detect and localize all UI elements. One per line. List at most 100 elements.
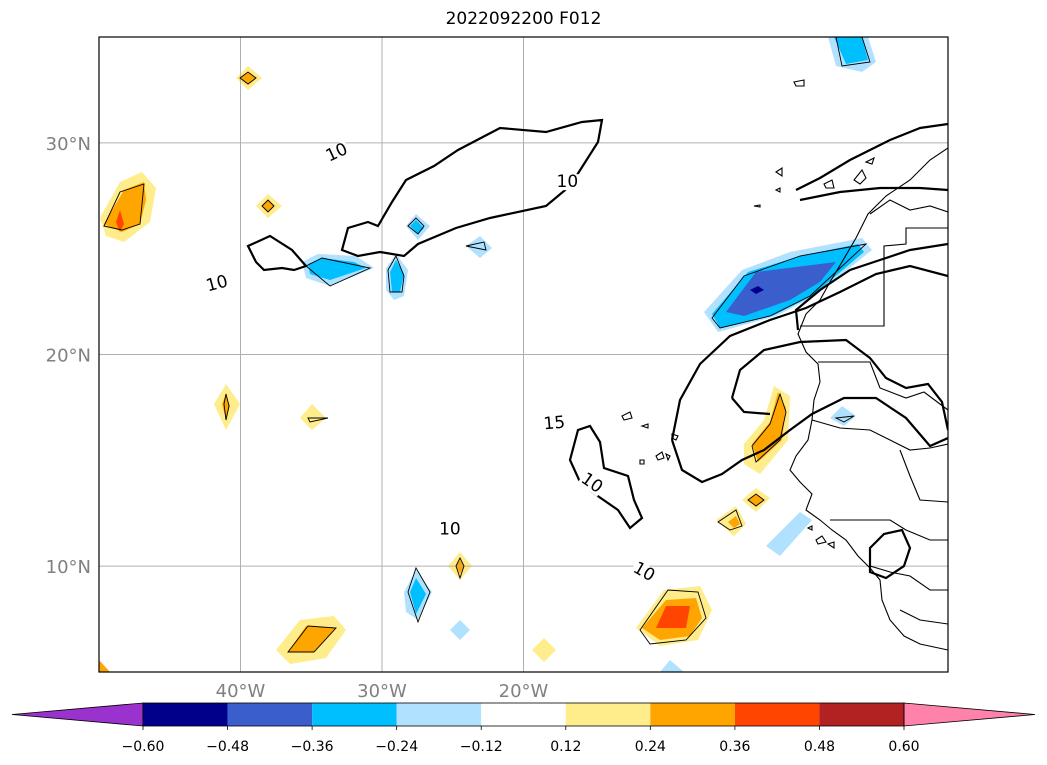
negative-blob-16w <box>830 406 856 426</box>
border-morocco <box>869 199 948 215</box>
colorbar-segment <box>396 703 482 726</box>
thick-contour-15-low <box>731 397 771 416</box>
colorbar-segment <box>565 703 651 726</box>
thick-contour-east <box>868 528 912 580</box>
contour-label: 15 <box>543 413 566 435</box>
negative-blob-35w-south-core <box>410 578 426 614</box>
canary-island-3 <box>853 168 867 185</box>
colorbar-tick-label: 0.36 <box>719 739 750 755</box>
contour-label: 10 <box>557 172 579 192</box>
colorbar-outline <box>142 702 905 727</box>
cape-verde-island-6 <box>665 452 671 462</box>
thin-contours <box>103 37 871 653</box>
colorbar-segment <box>819 703 904 726</box>
thick-contour-african-coast <box>670 264 948 441</box>
canary-island-4 <box>864 156 875 165</box>
border-liberia <box>899 609 948 625</box>
colorbar-tick-label: 0.60 <box>888 739 919 755</box>
negative-blob-32w <box>466 236 492 258</box>
thick-contour-10-coast <box>794 242 948 331</box>
cape-verde-island-1 <box>621 411 633 421</box>
positive-blob-40w <box>300 404 326 430</box>
thin-contour-18w-pos <box>751 392 787 463</box>
colorbar-extend-low <box>11 702 144 727</box>
colorbar-tick-label: −0.24 <box>375 739 418 755</box>
positive-blob-18w-core <box>752 392 786 462</box>
negative-blob-33w <box>450 620 470 640</box>
border-mali <box>899 449 948 503</box>
contour-label-background <box>555 174 580 191</box>
colorbar-segment <box>481 703 566 726</box>
longitude-label: 20°W <box>499 681 549 702</box>
canary-island-6 <box>753 204 761 208</box>
positive-blob-47w-core <box>116 210 124 232</box>
colorbar <box>11 702 1036 727</box>
colorbar-tick-label: 0.24 <box>635 739 666 755</box>
colorbar-tick-label: −0.48 <box>206 739 249 755</box>
contour-label-background <box>203 273 231 295</box>
contour-label: 10 <box>439 519 461 539</box>
positive-blob-31w <box>532 638 556 662</box>
colorbar-tick-label: 0.48 <box>804 739 835 755</box>
thin-contour-35w-neg <box>407 217 425 235</box>
negative-blob-top-core <box>834 37 868 64</box>
bijagos-islands <box>806 525 835 550</box>
canary-island-5 <box>775 166 783 178</box>
negative-blob-peak <box>750 286 764 294</box>
shaded-anomaly-blobs <box>99 37 876 672</box>
positive-blob-50w <box>99 660 110 672</box>
positive-blob-24w-core <box>656 606 690 628</box>
thin-contour-41w-neg <box>305 257 372 287</box>
coastlines <box>621 79 948 651</box>
negative-blob-41w-core <box>308 258 366 280</box>
longitude-label: 40°W <box>216 681 266 702</box>
thick-contour-northeast <box>795 122 948 191</box>
map-frame <box>98 36 949 673</box>
africa-coastline <box>789 147 948 651</box>
latitude-label: 10°N <box>46 557 91 578</box>
thin-contour-40w <box>307 417 329 423</box>
thin-contour-32w-neg <box>465 241 487 251</box>
thick-contour-northeast-2 <box>799 186 948 202</box>
negative-blob-core <box>726 262 836 316</box>
colorbar-tick-label: −0.60 <box>122 739 165 755</box>
cape-verde-island-3 <box>671 433 679 441</box>
colorbar-segment <box>227 703 313 726</box>
thin-contour-36w-neg <box>387 254 405 293</box>
thick-contour-african-coast-low <box>670 396 948 484</box>
thin-contour-21w-pos <box>717 509 743 531</box>
positive-blob-47w-mid <box>104 182 146 232</box>
thin-contour-43w <box>239 71 257 85</box>
positive-blob-40w-south-core <box>288 626 336 652</box>
thin-contour-40w-south <box>287 625 337 653</box>
colorbar-segment <box>143 703 228 726</box>
border-mauritania <box>818 361 948 411</box>
contour-label-background <box>437 521 462 538</box>
colorbar-segment <box>650 703 735 726</box>
cape-verde-island-2 <box>640 423 649 429</box>
colorbar-tick-labels: −0.60 −0.48 −0.36 −0.24 −0.12 0.12 0.24 0.36 0.4… <box>122 726 920 755</box>
contour-label-background <box>541 414 568 433</box>
border-guinea <box>830 519 948 541</box>
colorbar-extend-high <box>903 702 1036 727</box>
contour-label-background <box>577 469 607 497</box>
map-title: 2022092200 F012 <box>445 9 602 29</box>
thin-contour-top-neg <box>835 37 871 67</box>
thin-contour-33w-pos <box>455 556 465 580</box>
colorbar-tick-label: 0.12 <box>550 739 581 755</box>
thin-contour-19w-pos <box>747 493 765 507</box>
thin-contour-44w <box>223 393 230 421</box>
longitude-label: 30°W <box>357 681 407 702</box>
border-sierra-leone <box>869 565 948 591</box>
thin-contour-24w-pos <box>639 589 707 645</box>
cape-verde-island-5 <box>639 459 645 465</box>
colorbar-tick-label: −0.12 <box>460 739 503 755</box>
positive-blob-33w-core <box>456 560 464 574</box>
canary-island-1 <box>793 79 805 87</box>
latitude-labels: 30°N 20°N 10°N <box>46 134 91 578</box>
latitude-label: 20°N <box>46 346 91 367</box>
negative-blob-23w <box>660 660 684 672</box>
thin-contour-35w-south-neg <box>407 566 431 624</box>
thin-contour-42w <box>261 199 275 213</box>
thick-contour-15 <box>730 338 948 431</box>
